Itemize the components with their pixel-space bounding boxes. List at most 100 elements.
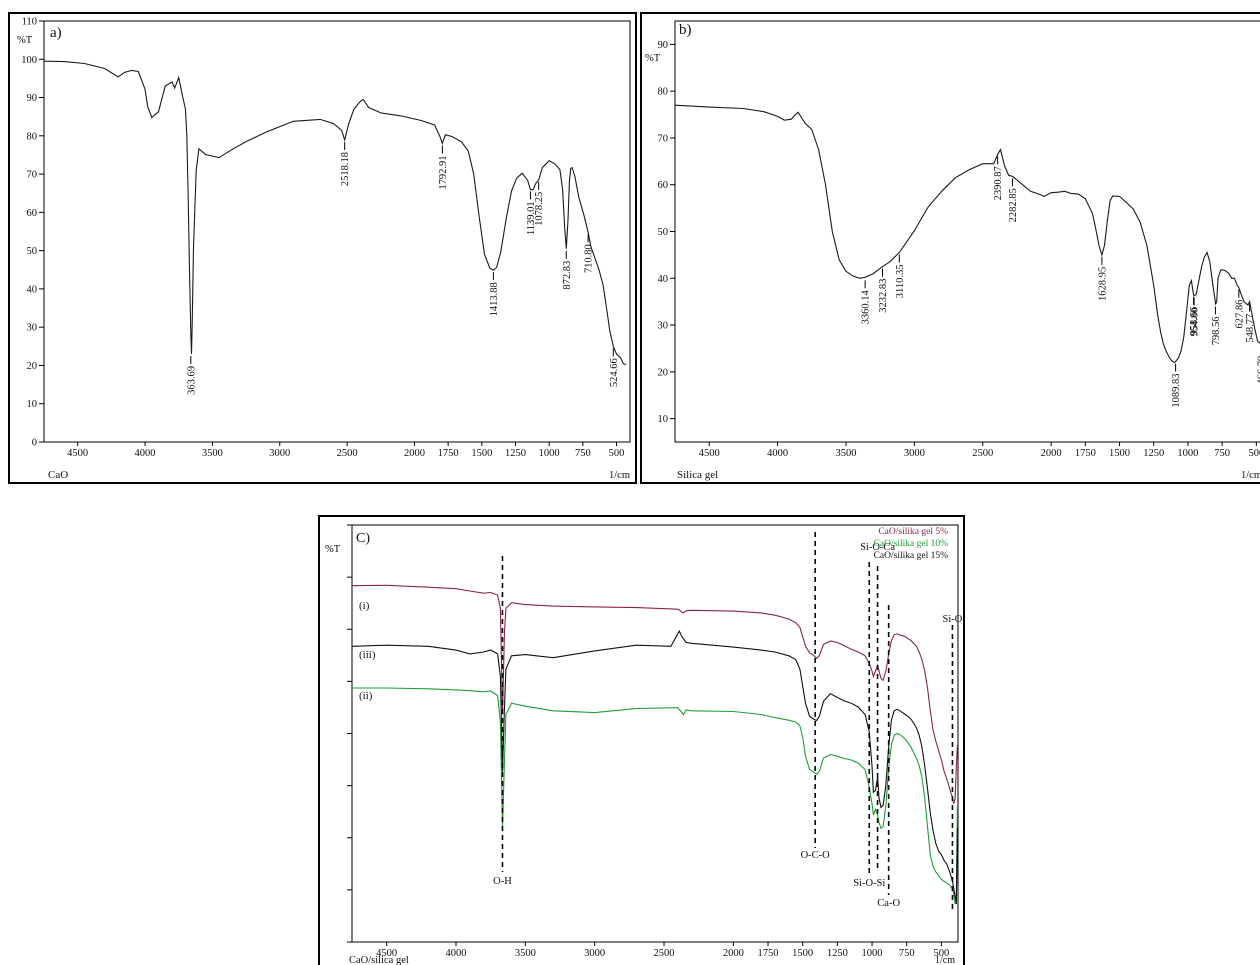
panel-c-axis-ticks: 4500 4000 3500 3000 2500 2000 1750 1500 1250 1000… [347, 524, 949, 959]
legend-entry-10pct: CaO/silika gel 10% [874, 539, 948, 549]
panel-b-x-tick-label: 3500 [835, 448, 856, 459]
panel-b-y-tick-label: 30 [658, 321, 669, 332]
panel-b-peak-label: 2282.85 [1008, 188, 1019, 222]
panel-c-x-tick-label: 2500 [654, 948, 675, 959]
panel-b-y-tick-label: 50 [658, 227, 669, 238]
panel-b-x-tick-label: 1750 [1075, 448, 1096, 459]
panel-c-series-lines [351, 584, 958, 905]
panel-b-peak-label: 798.56 [1211, 317, 1222, 346]
panel-b-peak-label: 3360.14 [861, 290, 872, 325]
panel-b-x-tick-label: 1250 [1143, 448, 1164, 459]
legend-entry-5pct: CaO/silika gel 5% [878, 527, 948, 537]
panel-c-annotation-label: O-H [493, 876, 512, 887]
panel-a-x-tick-label: 4000 [135, 448, 156, 459]
panel-c-annotation-label: Ca-O [877, 898, 900, 909]
panel-a-peak-label: 524.66 [609, 358, 620, 387]
panel-a-series-line [43, 60, 627, 366]
panel-a-plot-area [43, 20, 631, 443]
curve-label-iii: (iii) [359, 649, 376, 661]
panel-c-x-tick-label: 500 [933, 948, 949, 959]
panel-b-silica-gel-spectrum: 4500 4000 3500 3000 2500 2000 1750 1500 1250 1000… [640, 12, 1260, 484]
panel-b-sample-label: Silica gel [677, 469, 718, 481]
panel-b-ylabel: %T [645, 53, 661, 64]
panel-b-y-tick-label: 20 [658, 367, 669, 378]
panel-a-axis-ticks: 4500 4000 3500 3000 2500 2000 1750 1500 1250 1000… [21, 17, 624, 460]
panel-a-y-tick-label: 90 [27, 93, 38, 104]
panel-c-composite-spectra: 4500 4000 3500 3000 2500 2000 1750 1500 1250 1000… [318, 515, 965, 965]
panel-b-axis-ticks: 4500 4000 3500 3000 2500 2000 1750 1500 1250 1000… [658, 40, 1260, 459]
panel-c-annotations: O-H O-C-O Si-O-Si Si-O-Ca Ca-O Si-O [493, 532, 963, 912]
panel-c-x-tick-label: 1000 [862, 948, 883, 959]
panel-b-series-line [674, 104, 1260, 364]
panel-c-x-tick-label: 1250 [827, 948, 848, 959]
panel-b-peak-label: 627.86 [1234, 300, 1245, 329]
panel-a-x-tick-label: 750 [575, 448, 591, 459]
panel-c-x-tick-label: 4000 [446, 948, 467, 959]
panel-a-peak-label: 872.83 [562, 261, 573, 290]
panel-b-x-tick-label: 1000 [1177, 448, 1198, 459]
panel-a-peak-label: 710.80 [584, 244, 595, 273]
panel-a-sample-label: CaO [48, 469, 68, 481]
panel-a-y-tick-label: 70 [27, 170, 38, 181]
panel-a-x-tick-label: 2000 [404, 448, 425, 459]
panel-a-x-tick-label: 2500 [337, 448, 358, 459]
panel-a-label: a) [50, 25, 62, 41]
panel-b-y-tick-label: 70 [658, 133, 669, 144]
panel-a-peak-label: 1078.25 [534, 192, 545, 226]
panel-b-y-tick-label: 10 [658, 414, 669, 425]
panel-a-x-tick-label: 1500 [471, 448, 492, 459]
panel-a-x-tick-label: 500 [609, 448, 625, 459]
panel-b-y-tick-label: 40 [658, 274, 669, 285]
panel-a-peak-label: 1139.01 [526, 201, 537, 235]
curve-label-ii: (ii) [359, 690, 373, 702]
panel-c-series-line [351, 629, 958, 905]
panel-b-peak-label: 548.77 [1245, 314, 1256, 343]
panel-a-cao-spectrum: 4500 4000 3500 3000 2500 2000 1750 1500 1250 1000… [8, 12, 637, 484]
panel-b-peak-label: 3110.35 [895, 265, 906, 299]
panel-a-y-tick-label: 30 [27, 323, 38, 334]
panel-c-x-tick-label: 2000 [723, 948, 744, 959]
panel-c-x-tick-label: 3000 [584, 948, 605, 959]
panel-c-ylabel: %T [325, 544, 341, 555]
panel-a-y-tick-label: 60 [27, 208, 38, 219]
panel-a-peak-label: 363.69 [186, 366, 197, 395]
panel-b-x-tick-label: 1500 [1109, 448, 1130, 459]
panel-a-x-tick-label: 1000 [539, 448, 560, 459]
panel-a-peak-label: 2518.18 [340, 152, 351, 186]
panel-c-annotation-label: Si-O [943, 614, 963, 625]
panel-b-peak-label: 2390.87 [993, 166, 1004, 200]
panel-b-x-tick-label: 3000 [904, 448, 925, 459]
panel-c-x-tick-label: 4500 [376, 948, 397, 959]
panel-a-peak-label: 1792.91 [438, 156, 449, 190]
panel-b-y-tick-label: 60 [658, 180, 669, 191]
panel-a-x-tick-label: 3500 [202, 448, 223, 459]
panel-c-series-line [351, 584, 958, 804]
panel-a-x-tick-label: 1750 [438, 448, 459, 459]
panel-c-x-tick-label: 3500 [515, 948, 536, 959]
panel-a-x-tick-label: 4500 [67, 448, 88, 459]
panel-a-y-tick-label: 10 [27, 399, 38, 410]
panel-a-y-tick-label: 100 [21, 55, 37, 66]
panel-a-ylabel: %T [17, 35, 33, 46]
panel-b-label: b) [679, 22, 692, 38]
panel-b-peak-label: 466.79 [1256, 356, 1260, 385]
panel-b-peak-label: 1628.95 [1097, 267, 1108, 301]
panel-c-series-line [352, 687, 958, 905]
panel-b-xunit: 1/cm [1241, 470, 1260, 481]
panel-c-legend: CaO/silika gel 5% CaO/silika gel 10% CaO… [874, 527, 948, 561]
panel-a-y-tick-label: 50 [27, 246, 38, 257]
panel-c-annotation-label: O-C-O [801, 850, 831, 861]
panel-a-peak-labels: 363.69 2518.18 1792.91 1413.88 1139.011078.2… [186, 142, 620, 395]
legend-entry-15pct: CaO/silika gel 15% [874, 551, 948, 561]
panel-c-xunit: 1/cm [935, 955, 955, 965]
panel-a-y-tick-label: 0 [32, 438, 37, 449]
panel-c-annotation-label: Si-O-Ca [860, 542, 895, 553]
panel-b-x-tick-label: 750 [1214, 448, 1230, 459]
panel-a-y-tick-label: 20 [27, 361, 38, 372]
panel-a-y-tick-label: 40 [27, 284, 38, 295]
panel-a-y-tick-label: 110 [22, 17, 37, 28]
panel-c-x-tick-label: 1500 [792, 948, 813, 959]
panel-a-xunit: 1/cm [609, 470, 630, 481]
panel-c-x-tick-label: 750 [899, 948, 915, 959]
panel-c-annotation-label: Si-O-Si [853, 878, 885, 889]
